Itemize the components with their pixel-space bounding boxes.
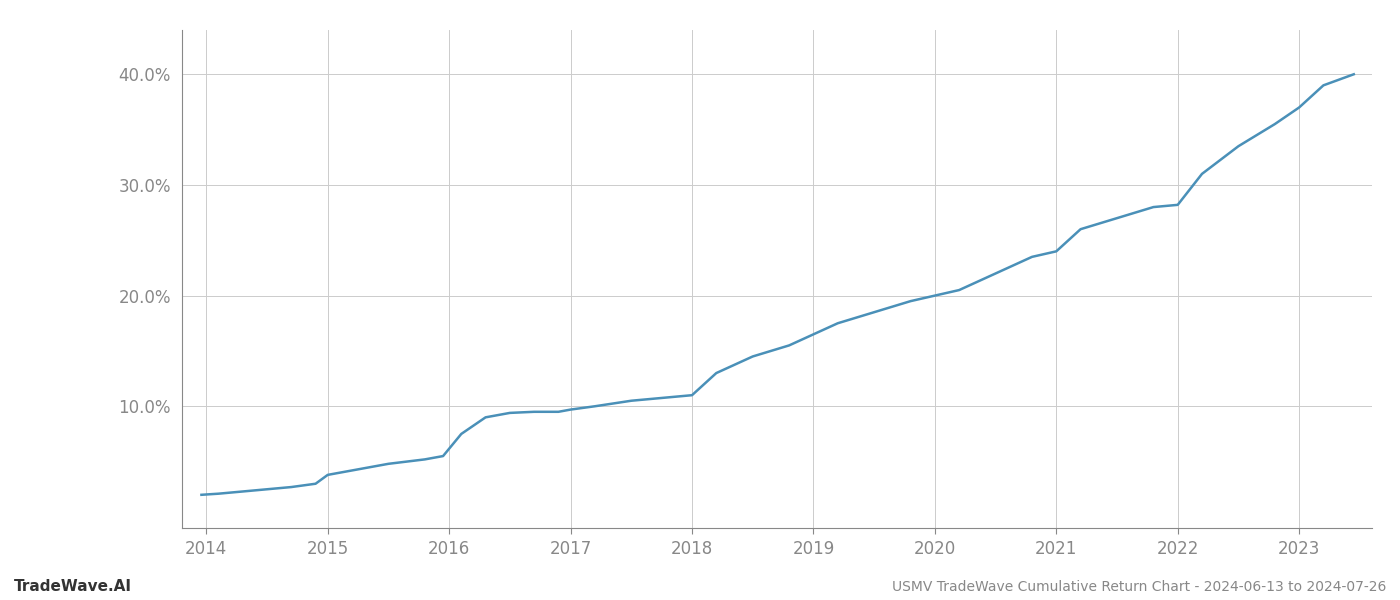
Text: TradeWave.AI: TradeWave.AI — [14, 579, 132, 594]
Text: USMV TradeWave Cumulative Return Chart - 2024-06-13 to 2024-07-26: USMV TradeWave Cumulative Return Chart -… — [892, 580, 1386, 594]
